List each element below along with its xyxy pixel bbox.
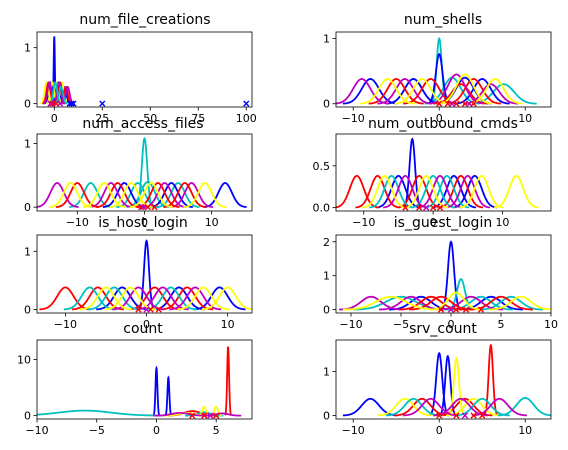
x-tick-label-2: 0 xyxy=(153,424,160,437)
x-tick-label-1: −5 xyxy=(393,318,409,331)
subplot-title-num-access-files: num_access_files xyxy=(82,116,203,132)
x-tick-label-0: −10 xyxy=(352,216,375,229)
y-tick-label-1: 1 xyxy=(323,33,330,46)
y-tick-label-0: 0 xyxy=(323,98,330,111)
x-tick-label-2: 10 xyxy=(205,216,219,229)
y-tick-label-1: 10 xyxy=(17,354,31,367)
y-tick-label-0: 0 xyxy=(323,304,330,317)
y-tick-label-1: 1 xyxy=(323,270,330,283)
y-tick-label-0: 0 xyxy=(24,98,31,111)
y-tick-label-0: 0 xyxy=(323,409,330,422)
x-tick-label-0: −10 xyxy=(66,216,89,229)
y-tick-label-1: 1 xyxy=(24,138,31,151)
y-tick-label-0: 0 xyxy=(24,304,31,317)
y-tick-label-1: 1 xyxy=(24,42,31,55)
y-tick-label-1: 1 xyxy=(24,245,31,258)
x-tick-label-3: 5 xyxy=(213,424,220,437)
x-tick-label-0: −10 xyxy=(25,424,48,437)
subplot-title-count: count xyxy=(123,321,163,337)
x-tick-label-2: 10 xyxy=(518,112,532,125)
subplot-title-num-file-creations: num_file_creations xyxy=(79,12,210,28)
x-tick-label-1: −5 xyxy=(89,424,105,437)
subplot-title-num-shells: num_shells xyxy=(404,12,482,28)
x-tick-label-2: 10 xyxy=(495,216,509,229)
subplot-title-is-host-login: is_host_login xyxy=(98,215,188,231)
x-tick-label-0: −10 xyxy=(339,318,362,331)
y-tick-label-1: 1 xyxy=(323,366,330,379)
y-tick-label-2: 2 xyxy=(323,236,330,249)
x-tick-label-2: 10 xyxy=(518,424,532,437)
x-tick-label-1: 0 xyxy=(436,424,443,437)
subplot-title-srv-count: srv_count xyxy=(409,321,477,337)
y-tick-label-1: 0.5 xyxy=(313,160,331,173)
x-tick-label-2: 10 xyxy=(221,318,235,331)
subplot-title-is-guest-login: is_guest_login xyxy=(394,215,492,231)
x-tick-label-0: −10 xyxy=(342,112,365,125)
y-tick-label-0: 0 xyxy=(24,201,31,214)
x-tick-label-0: −10 xyxy=(54,318,77,331)
x-tick-label-0: 0 xyxy=(51,112,58,125)
y-tick-label-0: 0 xyxy=(24,410,31,423)
y-tick-label-0: 0.0 xyxy=(313,202,331,215)
x-tick-label-4: 10 xyxy=(544,318,558,331)
x-tick-label-4: 100 xyxy=(236,112,257,125)
x-tick-label-3: 5 xyxy=(498,318,505,331)
subplot-title-num-outbound-cmds: num_outbound_cmds xyxy=(368,116,518,132)
x-tick-label-0: −10 xyxy=(342,424,365,437)
